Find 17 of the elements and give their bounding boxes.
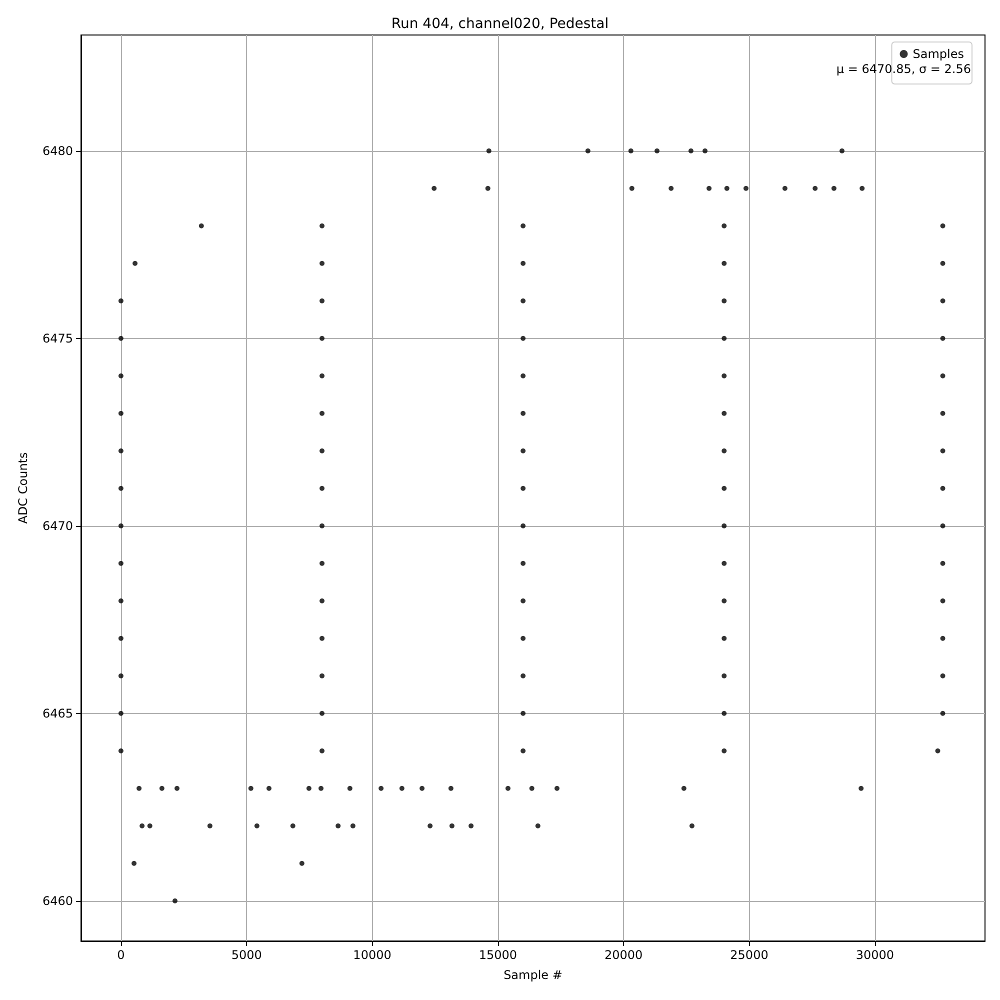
y-tick-label: 6480 (42, 144, 73, 158)
x-tick-label: 5000 (231, 948, 262, 962)
y-tick-label: 6475 (42, 331, 73, 346)
x-axis-title: Sample # (504, 968, 562, 982)
x-tick-label: 20000 (604, 948, 643, 962)
y-tick-label: 6460 (42, 894, 73, 908)
annotation: μ = 6470.85, σ = 2.56 (836, 62, 971, 76)
x-tick-label: 30000 (856, 948, 894, 962)
legend-label: Samples (912, 47, 964, 61)
x-tick-label: 10000 (353, 948, 392, 962)
y-tick-label: 6465 (42, 706, 73, 720)
y-axis-title: ADC Counts (16, 452, 30, 524)
chart-title: Run 404, channel020, Pedestal (391, 16, 609, 32)
y-tick-label: 6470 (42, 518, 73, 533)
x-tick-label: 25000 (730, 948, 768, 962)
x-tick-label: 0 (117, 948, 125, 962)
x-tick-label: 15000 (478, 948, 518, 962)
